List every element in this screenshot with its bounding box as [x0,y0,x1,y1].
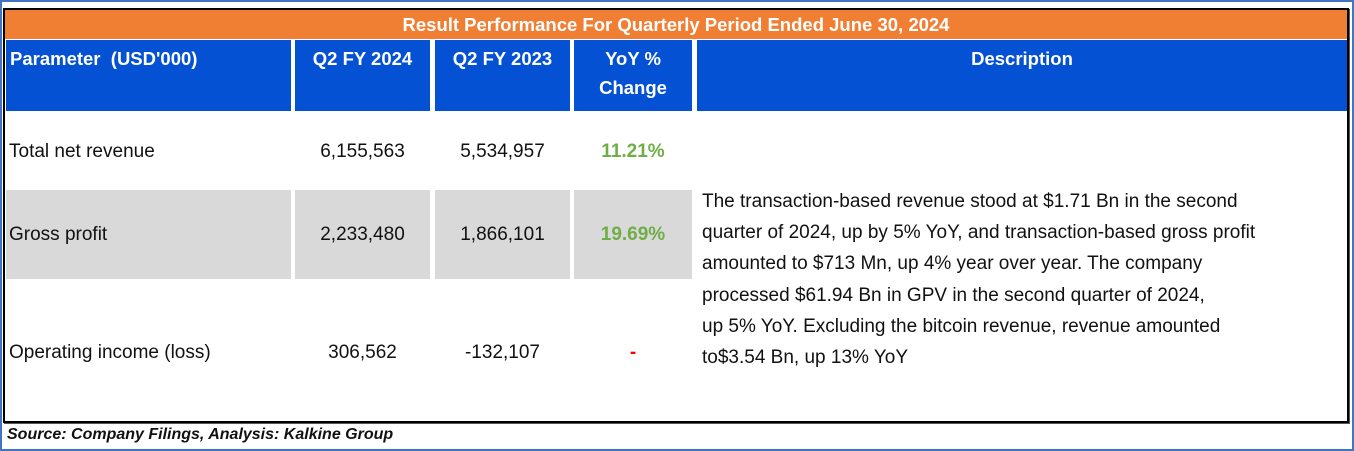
table-title: Result Performance For Quarterly Period … [5,10,1347,39]
description-text: The transaction-based revenue stood at $… [702,186,1342,373]
description-line: quarter of 2024, up by 5% YoY, and trans… [702,222,1256,244]
row-operating-income-q2-fy2024: 306,562 [328,341,397,363]
header-q2-fy2024-label: Q2 FY 2024 [312,48,413,69]
row-gross-profit-q2-fy2023: 1,866,101 [435,190,570,279]
header-description-label: Description [971,48,1073,69]
row-total-net-revenue-q2-fy2023: 5,534,957 [460,141,545,162]
row-operating-income-parameter: Operating income (loss) [9,341,211,363]
header-q2-fy2024: Q2 FY 2024 [295,40,430,111]
row-gross-profit-q2-fy2024: 2,233,480 [295,190,430,279]
header-yoy-line1: YoY % [605,48,661,69]
header-parameter-label: Parameter (USD'000) [10,48,198,69]
row-gross-profit-parameter: Gross profit [6,190,291,279]
row-total-net-revenue-parameter: Total net revenue [9,141,155,162]
row-total-net-revenue-yoy: 11.21% [601,141,665,162]
header-yoy-change: YoY % Change [574,40,692,111]
header-yoy-line2: Change [599,77,667,98]
row-operating-income-q2-fy2023: -132,107 [464,341,540,363]
description-line: to$3.54 Bn, up 13% YoY [702,347,909,369]
description-line: processed $61.94 Bn in GPV in the second… [702,284,1205,306]
header-parameter: Parameter (USD'000) [6,40,291,111]
results-table: Result Performance For Quarterly Period … [3,8,1349,423]
description-line: amounted to $713 Mn, up 4% year over yea… [702,253,1203,275]
description-line: The transaction-based revenue stood at $… [702,191,1238,212]
row-total-net-revenue-q2-fy2024: 6,155,563 [320,141,405,162]
source-note: Source: Company Filings, Analysis: Kalki… [7,426,394,443]
row-operating-income-yoy: - [629,341,637,363]
header-q2-fy2023-label: Q2 FY 2023 [452,48,553,69]
header-description: Description [697,40,1347,111]
description-line: up 5% YoY. Excluding the bitcoin revenue… [702,315,1221,337]
header-q2-fy2023: Q2 FY 2023 [435,40,570,111]
row-gross-profit-yoy: 19.69% [574,190,692,279]
